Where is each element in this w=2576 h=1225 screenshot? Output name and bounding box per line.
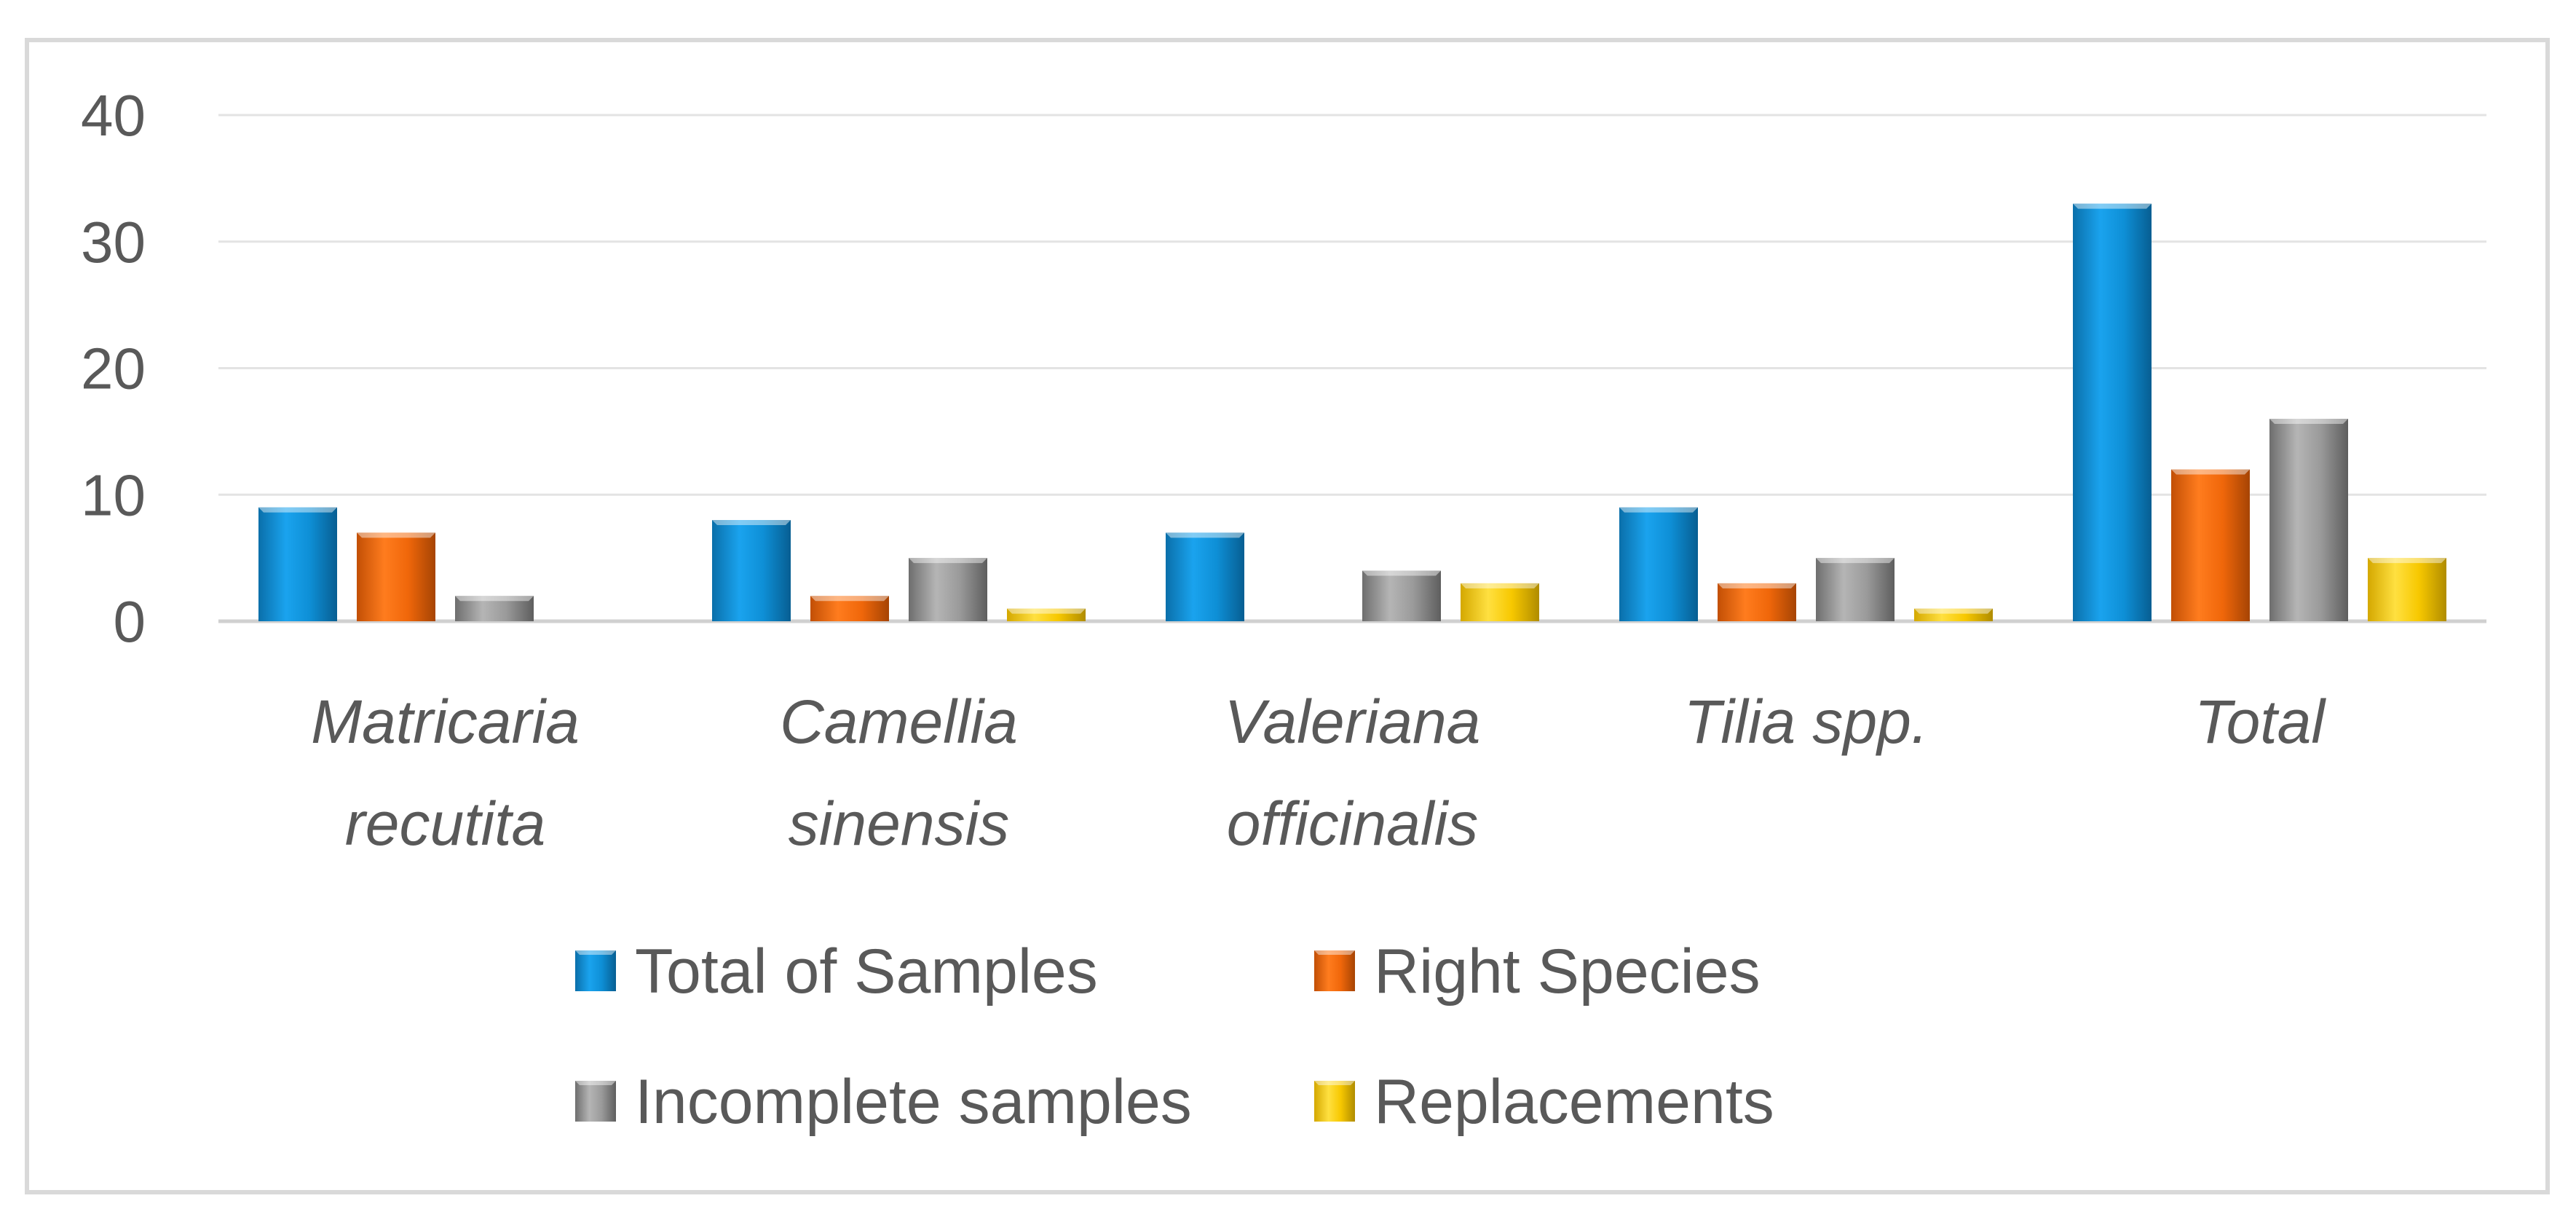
bar-bevel <box>712 520 791 525</box>
bar-right-species <box>1718 583 1796 621</box>
legend-swatch-bevel <box>575 1081 616 1085</box>
bar-bevel <box>1718 583 1796 588</box>
bar-body <box>455 596 534 621</box>
bar-total-of-samples <box>2073 203 2152 621</box>
bar-body <box>1718 583 1796 621</box>
bar-bevel <box>2171 469 2250 475</box>
category-label: Valeriana <box>1225 688 1481 756</box>
bar-bevel <box>1007 608 1086 614</box>
y-tick-label: 10 <box>81 462 146 527</box>
bar-incomplete-samples <box>2269 419 2348 621</box>
legend-item: Replacements <box>1314 1067 1774 1137</box>
legend-swatch <box>575 950 616 991</box>
legend-swatch-bevel <box>1314 1081 1355 1085</box>
y-axis-ticks: 0 10 20 30 40 <box>81 83 146 654</box>
category-label: recutita <box>345 789 545 858</box>
bar-body <box>258 507 337 621</box>
bar-total-of-samples <box>1166 532 1244 621</box>
category-label: Camellia <box>780 688 1018 756</box>
bar-bevel <box>2269 419 2348 424</box>
bar-replacements <box>1007 608 1086 621</box>
bar-body <box>2269 419 2348 621</box>
bar-bevel <box>1816 558 1895 564</box>
legend-label: Incomplete samples <box>635 1067 1192 1137</box>
legend-item: Incomplete samples <box>575 1067 1192 1137</box>
bar-bevel <box>909 558 987 564</box>
category-label: officinalis <box>1227 789 1478 858</box>
bar-body <box>1914 608 1993 621</box>
bar-bevel <box>357 532 435 538</box>
x-axis-categories: Matricaria recutita Camellia sinensis Valeri… <box>311 688 2326 858</box>
legend-swatch-bevel <box>575 950 616 955</box>
bar-body <box>1619 507 1698 621</box>
bar-bevel <box>1362 570 1441 576</box>
legend-item: Total of Samples <box>575 937 1098 1007</box>
bar-bevel <box>1619 507 1698 513</box>
bars <box>258 203 2446 621</box>
category-label: Matricaria <box>311 688 580 756</box>
legend-swatch <box>1314 1081 1355 1122</box>
legend-swatch-bevel <box>1314 950 1355 955</box>
bar-bevel <box>1914 608 1993 614</box>
category-label: Tilia spp. <box>1684 688 1928 756</box>
bar-bevel <box>455 596 534 602</box>
y-tick-label: 0 <box>114 589 146 654</box>
bar-body <box>1007 608 1086 621</box>
bar-incomplete-samples <box>1816 558 1895 621</box>
bar-body <box>909 558 987 621</box>
bar-bevel <box>258 507 337 513</box>
bar-body <box>1166 532 1244 621</box>
bar-bevel <box>810 596 889 602</box>
legend: Total of Samples Right Species Incomplete … <box>575 937 1774 1137</box>
bar-total-of-samples <box>712 520 791 621</box>
bar-body <box>2073 203 2152 621</box>
y-tick-label: 30 <box>81 210 146 275</box>
bar-replacements <box>1914 608 1993 621</box>
bar-body <box>1362 570 1441 621</box>
category-label: sinensis <box>789 789 1009 858</box>
legend-swatch <box>575 1081 616 1122</box>
bar-incomplete-samples <box>455 596 534 621</box>
bar-total-of-samples <box>1619 507 1698 621</box>
bar-right-species <box>810 596 889 621</box>
bar-bevel <box>1166 532 1244 538</box>
bar-body <box>2368 558 2446 621</box>
legend-item: Right Species <box>1314 937 1761 1007</box>
bar-incomplete-samples <box>909 558 987 621</box>
bar-body <box>712 520 791 621</box>
bar-body <box>810 596 889 621</box>
legend-label: Right Species <box>1374 937 1761 1007</box>
y-tick-label: 20 <box>81 336 146 401</box>
bar-body <box>357 532 435 621</box>
bar-total-of-samples <box>258 507 337 621</box>
bar-body <box>2171 469 2250 621</box>
bar-bevel <box>2073 203 2152 209</box>
category-label: Total <box>2194 688 2326 756</box>
bar-right-species <box>357 532 435 621</box>
bar-replacements <box>1461 583 1539 621</box>
bar-right-species <box>2171 469 2250 621</box>
bar-bevel <box>1461 583 1539 588</box>
y-tick-label: 40 <box>81 83 146 148</box>
legend-swatch <box>1314 950 1355 991</box>
bar-bevel <box>2368 558 2446 564</box>
legend-label: Replacements <box>1374 1067 1774 1137</box>
bar-incomplete-samples <box>1362 570 1441 621</box>
bar-replacements <box>2368 558 2446 621</box>
bar-body <box>1816 558 1895 621</box>
legend-label: Total of Samples <box>635 937 1098 1007</box>
bar-body <box>1461 583 1539 621</box>
